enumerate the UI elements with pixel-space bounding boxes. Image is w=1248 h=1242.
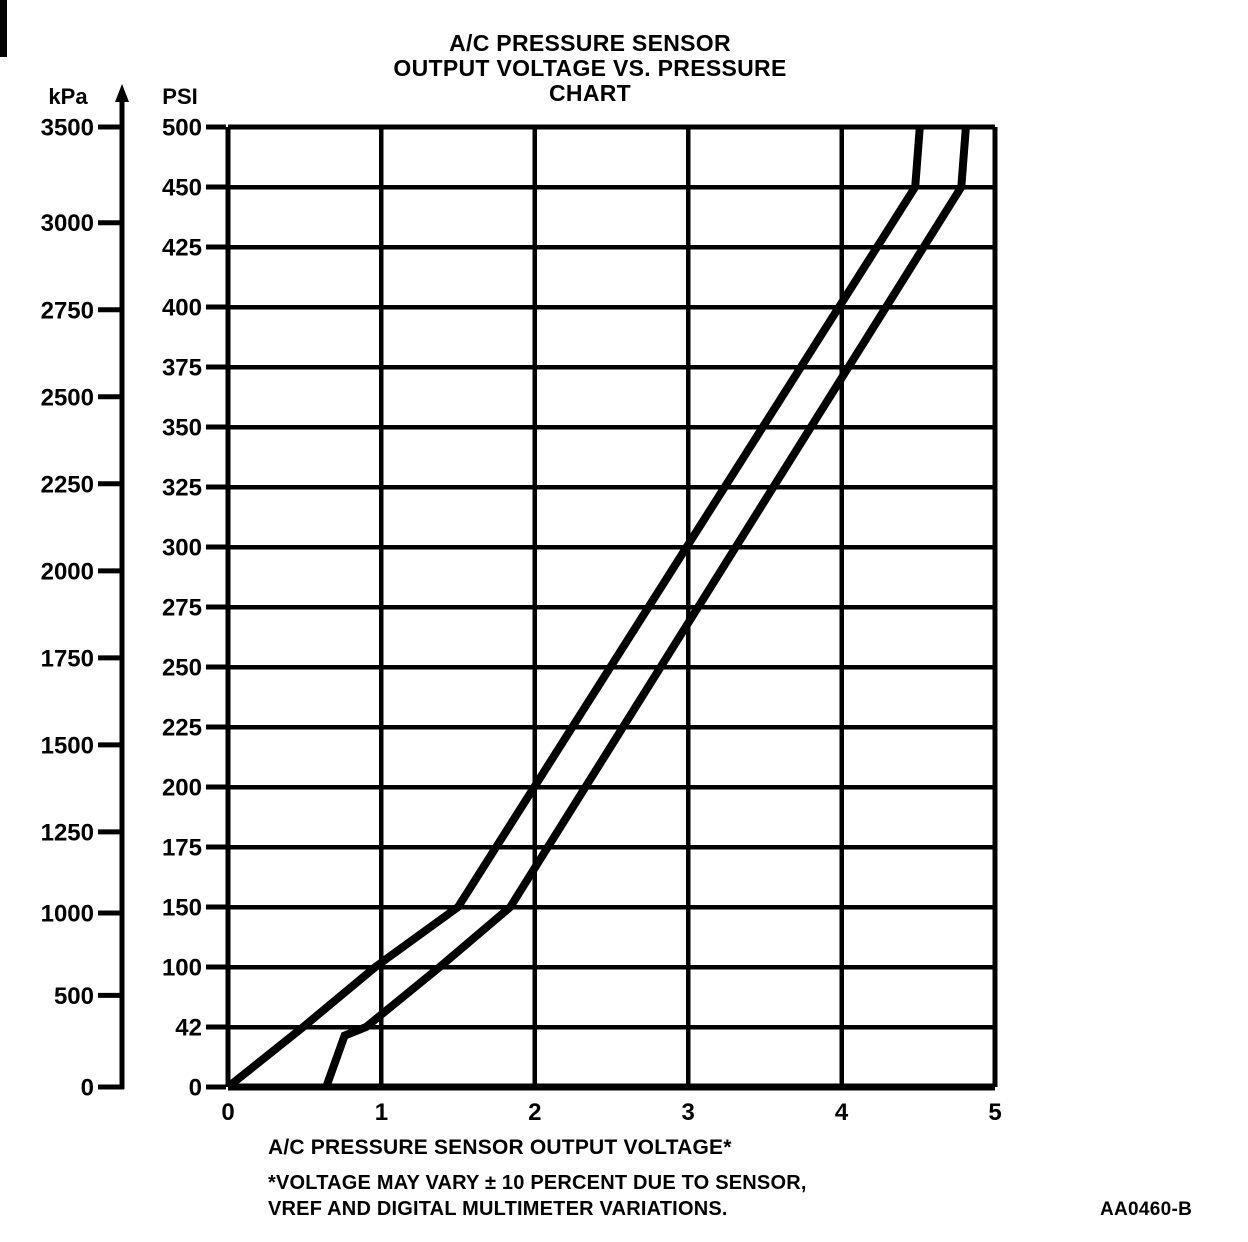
axis-tick-labels: 5004504254003753503253002752502252001751… (41, 115, 1002, 1127)
psi-tick-label: 375 (162, 355, 202, 382)
psi-tick-label: 300 (162, 535, 202, 562)
chart-title: A/C PRESSURE SENSOR OUTPUT VOLTAGE VS. P… (290, 31, 890, 106)
chart-title-line2: OUTPUT VOLTAGE VS. PRESSURE (393, 55, 787, 81)
psi-tick-label: 100 (162, 955, 202, 982)
psi-tick-label: 400 (162, 295, 202, 322)
psi-tick-label: 42 (175, 1015, 202, 1042)
kpa-tick-label: 2500 (41, 384, 94, 411)
kpa-tick-label: 2250 (41, 471, 94, 498)
chart-title-line1: A/C PRESSURE SENSOR (449, 30, 731, 56)
voltage-tick-label: 5 (988, 1099, 1001, 1126)
footnote-line2: VREF AND DIGITAL MULTIMETER VARIATIONS. (268, 1198, 728, 1220)
psi-tick-label: 275 (162, 595, 202, 622)
kpa-tick-label: 500 (54, 983, 94, 1010)
figure-code: AA0460-B (1100, 1199, 1193, 1220)
voltage-tick-label: 4 (835, 1099, 849, 1126)
psi-tick-label: 150 (162, 895, 202, 922)
voltage-tick-label: 0 (221, 1099, 234, 1126)
footnote-line1: *VOLTAGE MAY VARY ± 10 PERCENT DUE TO SE… (268, 1172, 807, 1194)
chart-title-line3: CHART (549, 80, 631, 106)
psi-tick-label: 0 (189, 1075, 202, 1102)
psi-tick-label: 250 (162, 655, 202, 682)
kpa-tick-label: 1250 (41, 819, 94, 846)
psi-tick-label: 500 (162, 115, 202, 142)
kpa-tick-label: 2000 (41, 558, 94, 585)
x-axis-label: A/C PRESSURE SENSOR OUTPUT VOLTAGE* (268, 1136, 732, 1159)
upper-tolerance-line (225, 126, 924, 1091)
kpa-tick-label: 1750 (41, 645, 94, 672)
tolerance-band (225, 126, 970, 1091)
kpa-tick-label: 1000 (41, 900, 94, 927)
psi-tick-label: 225 (162, 715, 202, 742)
psi-tick-label: 425 (162, 235, 202, 262)
kpa-tick-label: 1500 (41, 732, 94, 759)
kpa-axis-title: kPa (48, 84, 88, 109)
psi-tick-label: 450 (162, 175, 202, 202)
kpa-axis-arrow-icon (115, 84, 129, 102)
kpa-tick-label: 0 (81, 1075, 94, 1102)
grid (206, 124, 998, 1091)
kpa-tick-label: 3500 (41, 115, 94, 142)
psi-tick-label: 350 (162, 415, 202, 442)
psi-tick-label: 200 (162, 775, 202, 802)
voltage-tick-label: 1 (375, 1099, 388, 1126)
psi-tick-label: 175 (162, 835, 202, 862)
kpa-tick-label: 2750 (41, 297, 94, 324)
scan-artifact (0, 0, 7, 57)
voltage-tick-label: 3 (682, 1099, 695, 1126)
kpa-tick-label: 3000 (41, 210, 94, 237)
footnote: *VOLTAGE MAY VARY ± 10 PERCENT DUE TO SE… (268, 1170, 807, 1222)
psi-axis-title: PSI (162, 84, 198, 109)
lower-tolerance-line (322, 126, 970, 1089)
voltage-tick-label: 2 (528, 1099, 541, 1126)
kpa-axis (98, 84, 129, 1090)
psi-tick-label: 325 (162, 475, 202, 502)
